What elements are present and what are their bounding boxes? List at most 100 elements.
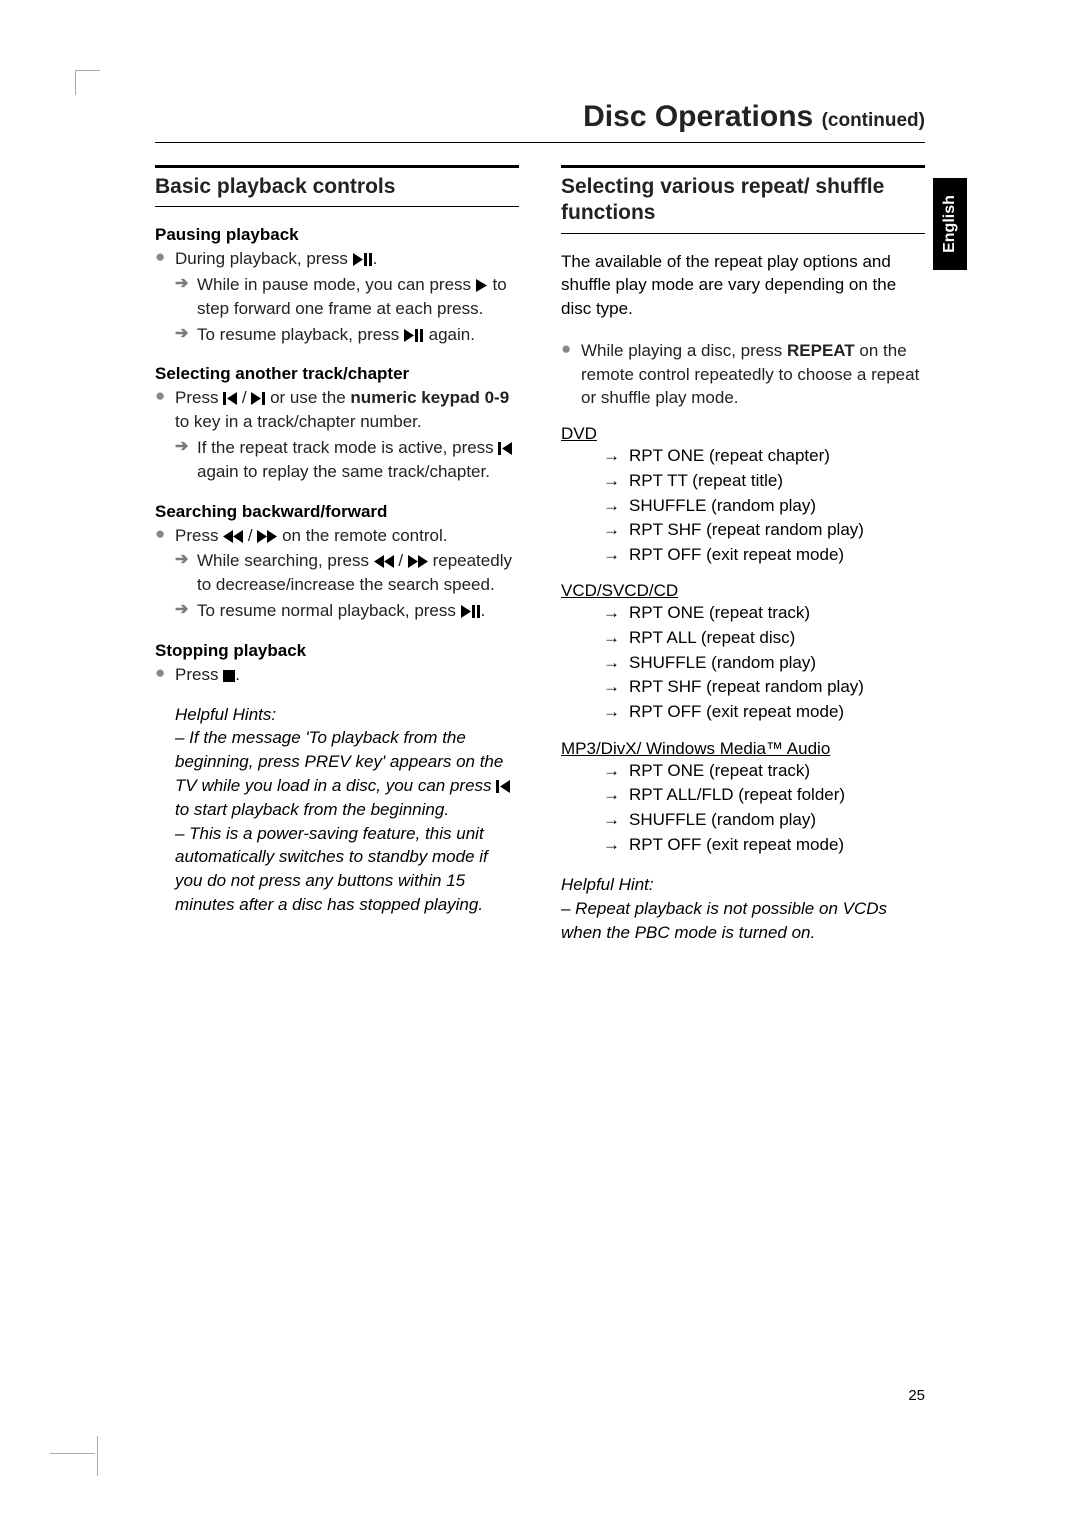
hint-item: – If the message 'To playback from the b… bbox=[175, 726, 519, 821]
right-column: Selecting various repeat/ shuffle functi… bbox=[561, 165, 925, 945]
hint-item: – Repeat playback is not possible on VCD… bbox=[561, 897, 925, 945]
repeat-option: →RPT ONE (repeat chapter) bbox=[561, 444, 925, 469]
arrow-right-icon: → bbox=[603, 759, 629, 784]
arrow-icon: ➔ bbox=[175, 599, 197, 623]
arrow-icon: ➔ bbox=[175, 273, 197, 321]
bullet-icon: ● bbox=[155, 247, 175, 271]
intro-text: The available of the repeat play options… bbox=[561, 250, 925, 321]
option-label: RPT OFF (exit repeat mode) bbox=[629, 700, 844, 725]
crop-mark-bl-h bbox=[50, 1453, 95, 1454]
rewind-icon bbox=[374, 555, 394, 568]
disc-type-label: MP3/DivX/ Windows Media™ Audio bbox=[561, 739, 925, 759]
repeat-option: →RPT OFF (exit repeat mode) bbox=[561, 700, 925, 725]
play-pause-icon bbox=[353, 253, 373, 266]
subhead-pausing: Pausing playback bbox=[155, 225, 519, 245]
option-label: SHUFFLE (random play) bbox=[629, 651, 816, 676]
play-pause-icon bbox=[461, 605, 481, 618]
section-title-right: Selecting various repeat/ shuffle functi… bbox=[561, 165, 925, 234]
left-column: Basic playback controls Pausing playback… bbox=[155, 165, 519, 945]
option-label: RPT OFF (exit repeat mode) bbox=[629, 833, 844, 858]
subhead-track: Selecting another track/chapter bbox=[155, 364, 519, 384]
repeat-option: →RPT OFF (exit repeat mode) bbox=[561, 543, 925, 568]
bullet-icon: ● bbox=[155, 386, 175, 434]
bullet-icon: ● bbox=[155, 524, 175, 548]
option-label: RPT ALL/FLD (repeat folder) bbox=[629, 783, 845, 808]
disc-type-label: DVD bbox=[561, 424, 925, 444]
play-icon bbox=[476, 279, 488, 292]
subhead-stop: Stopping playback bbox=[155, 641, 519, 661]
disc-type-groups: DVD→RPT ONE (repeat chapter)→RPT TT (rep… bbox=[561, 424, 925, 857]
body-text: While playing a disc, press REPEAT on th… bbox=[581, 339, 925, 410]
rewind-icon bbox=[223, 530, 243, 543]
hints-title: Helpful Hints: bbox=[175, 703, 519, 727]
page-content: Disc Operations (continued) Basic playba… bbox=[155, 100, 925, 945]
arrow-icon: ➔ bbox=[175, 323, 197, 347]
option-label: SHUFFLE (random play) bbox=[629, 494, 816, 519]
option-label: RPT SHF (repeat random play) bbox=[629, 675, 864, 700]
option-label: SHUFFLE (random play) bbox=[629, 808, 816, 833]
crop-mark-tl bbox=[75, 70, 100, 95]
body-text: If the repeat track mode is active, pres… bbox=[197, 436, 519, 484]
subhead-search: Searching backward/forward bbox=[155, 502, 519, 522]
repeat-option: →RPT ALL/FLD (repeat folder) bbox=[561, 783, 925, 808]
option-label: RPT ONE (repeat chapter) bbox=[629, 444, 830, 469]
hints-title: Helpful Hint: bbox=[561, 873, 925, 897]
repeat-option: →SHUFFLE (random play) bbox=[561, 808, 925, 833]
repeat-option: →RPT SHF (repeat random play) bbox=[561, 518, 925, 543]
repeat-option: →RPT OFF (exit repeat mode) bbox=[561, 833, 925, 858]
arrow-right-icon: → bbox=[603, 783, 629, 808]
repeat-option: →RPT SHF (repeat random play) bbox=[561, 675, 925, 700]
repeat-option: →RPT TT (repeat title) bbox=[561, 469, 925, 494]
prev-track-icon bbox=[223, 392, 237, 405]
fast-forward-icon bbox=[257, 530, 277, 543]
helpful-hints: Helpful Hints: – If the message 'To play… bbox=[155, 703, 519, 917]
title-continued: (continued) bbox=[822, 110, 925, 131]
arrow-right-icon: → bbox=[603, 469, 629, 494]
page-title: Disc Operations (continued) bbox=[155, 100, 925, 143]
option-label: RPT ALL (repeat disc) bbox=[629, 626, 795, 651]
fast-forward-icon bbox=[408, 555, 428, 568]
arrow-right-icon: → bbox=[603, 543, 629, 568]
arrow-right-icon: → bbox=[603, 601, 629, 626]
helpful-hint-right: Helpful Hint: – Repeat playback is not p… bbox=[561, 873, 925, 944]
arrow-right-icon: → bbox=[603, 626, 629, 651]
option-label: RPT SHF (repeat random play) bbox=[629, 518, 864, 543]
option-label: RPT OFF (exit repeat mode) bbox=[629, 543, 844, 568]
bullet-icon: ● bbox=[561, 339, 581, 410]
body-text: Press . bbox=[175, 663, 519, 687]
repeat-option: →RPT ONE (repeat track) bbox=[561, 759, 925, 784]
body-text: To resume playback, press again. bbox=[197, 323, 519, 347]
language-tab: English bbox=[933, 178, 967, 270]
body-text: During playback, press . bbox=[175, 247, 519, 271]
option-label: RPT ONE (repeat track) bbox=[629, 759, 810, 784]
body-text: While searching, press / repeatedly to d… bbox=[197, 549, 519, 597]
play-pause-icon bbox=[404, 329, 424, 342]
body-text: Press / or use the numeric keypad 0-9 to… bbox=[175, 386, 519, 434]
disc-type-label: VCD/SVCD/CD bbox=[561, 581, 925, 601]
body-text: While in pause mode, you can press to st… bbox=[197, 273, 519, 321]
repeat-option: →RPT ONE (repeat track) bbox=[561, 601, 925, 626]
arrow-right-icon: → bbox=[603, 675, 629, 700]
arrow-right-icon: → bbox=[603, 651, 629, 676]
option-label: RPT ONE (repeat track) bbox=[629, 601, 810, 626]
arrow-right-icon: → bbox=[603, 444, 629, 469]
repeat-option: →RPT ALL (repeat disc) bbox=[561, 626, 925, 651]
option-label: RPT TT (repeat title) bbox=[629, 469, 783, 494]
next-track-icon bbox=[251, 392, 265, 405]
page-number: 25 bbox=[908, 1387, 925, 1404]
arrow-right-icon: → bbox=[603, 808, 629, 833]
arrow-right-icon: → bbox=[603, 518, 629, 543]
title-text: Disc Operations bbox=[583, 100, 813, 133]
crop-mark-bl-v bbox=[97, 1436, 98, 1476]
repeat-option: →SHUFFLE (random play) bbox=[561, 494, 925, 519]
arrow-right-icon: → bbox=[603, 833, 629, 858]
section-title-left: Basic playback controls bbox=[155, 165, 519, 207]
arrow-icon: ➔ bbox=[175, 436, 197, 484]
stop-icon bbox=[223, 670, 235, 682]
body-text: Press / on the remote control. bbox=[175, 524, 519, 548]
arrow-right-icon: → bbox=[603, 700, 629, 725]
prev-track-icon bbox=[496, 780, 510, 793]
arrow-right-icon: → bbox=[603, 494, 629, 519]
body-text: To resume normal playback, press . bbox=[197, 599, 519, 623]
hint-item: – This is a power-saving feature, this u… bbox=[175, 822, 519, 917]
